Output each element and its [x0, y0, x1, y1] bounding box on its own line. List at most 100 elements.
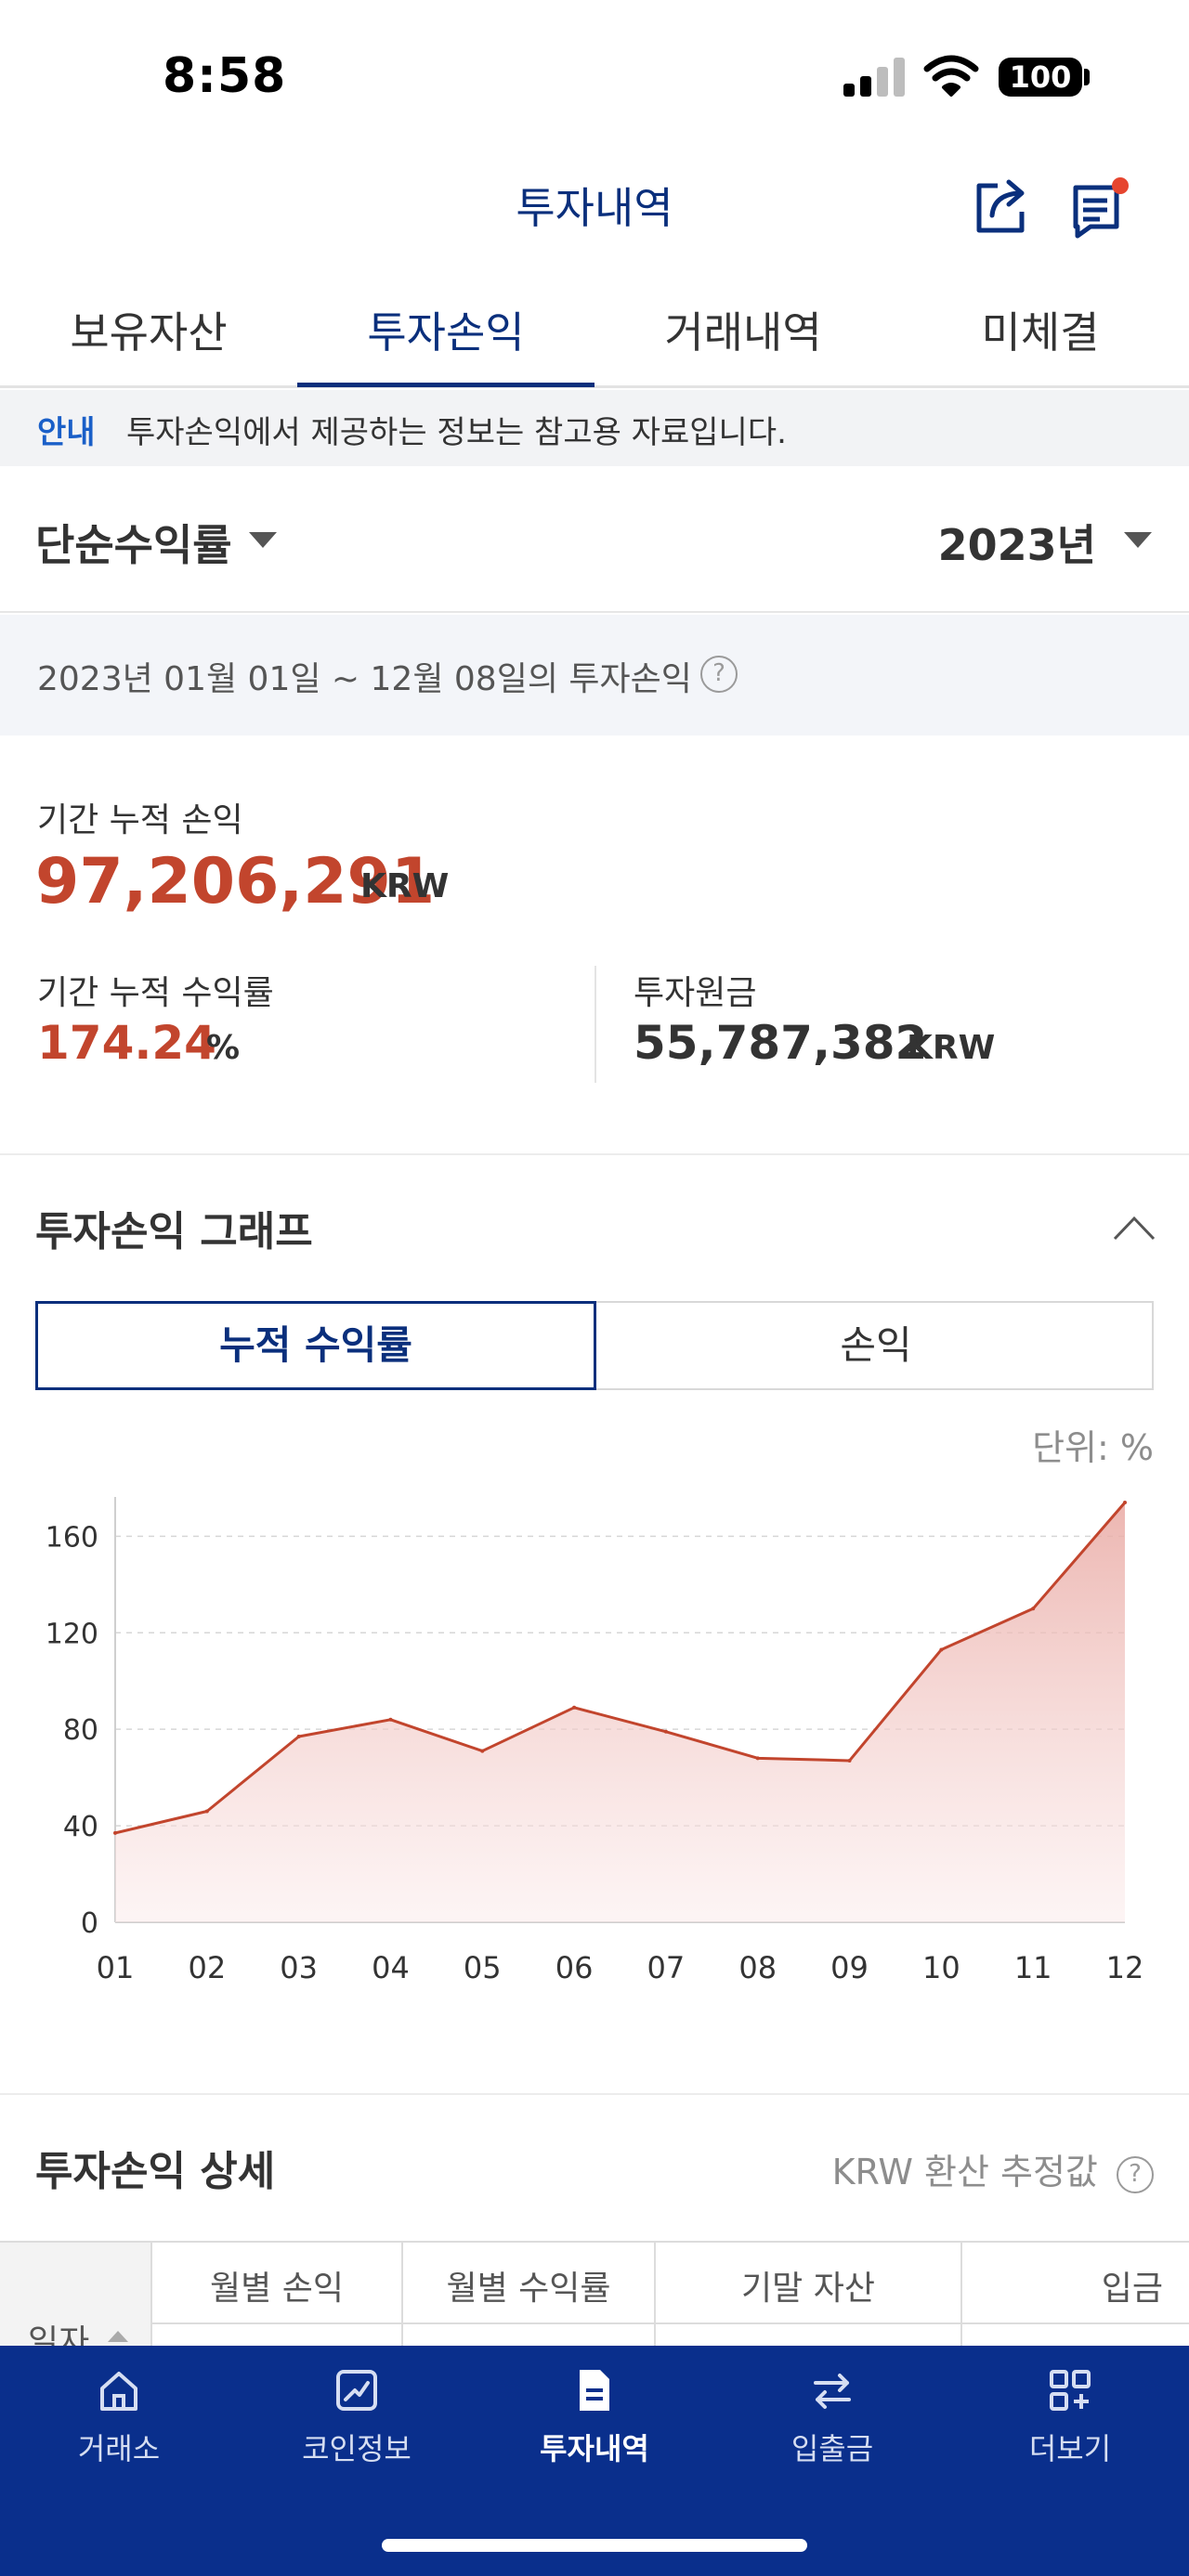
principal-value: 55,787,382 — [634, 1016, 928, 1070]
nav-exchange[interactable]: 거래소 — [0, 2364, 238, 2468]
help-icon[interactable]: ? — [1117, 2155, 1154, 2193]
cumulative-pnl-unit: KRW — [360, 867, 450, 905]
memo-notification-icon[interactable] — [1070, 175, 1131, 240]
data-point — [388, 1717, 393, 1722]
status-bar: 8:58 100 — [0, 0, 1189, 158]
more-grid-icon — [1050, 2370, 1091, 2411]
x-tick-label: 02 — [188, 1950, 226, 1985]
monthly-pnl-header: 월별 손익 — [150, 2243, 401, 2349]
cumulative-return-unit: % — [206, 1029, 241, 1067]
x-tick-label: 11 — [1014, 1950, 1052, 1985]
nav-more[interactable]: 더보기 — [951, 2364, 1189, 2468]
chevron-down-icon[interactable] — [1124, 532, 1152, 548]
date-column-header[interactable]: 일자 — [0, 2243, 150, 2361]
summary-divider — [594, 966, 596, 1083]
x-tick-label: 03 — [280, 1950, 318, 1985]
cumulative-return-chart: 0 40 80 120 160 01 02 03 04 05 06 07 08 09 10 11 12 — [46, 1497, 1144, 1985]
details-note-text: KRW 환산 추정값 — [831, 2152, 1098, 2192]
period-bar: 2023년 01월 01일 ~ 12월 08일의 투자손익 ? — [0, 615, 1189, 735]
year-label: 2023년 — [937, 520, 1096, 570]
active-tab-indicator — [297, 383, 594, 387]
data-point — [204, 1809, 209, 1814]
nav-deposit-withdraw-label: 입출금 — [790, 2431, 874, 2466]
x-tick-label: 06 — [555, 1950, 594, 1985]
home-icon — [100, 2372, 137, 2411]
tab-investment-pnl[interactable]: 투자손익 — [367, 307, 525, 358]
cellular-signal-icon — [843, 58, 905, 97]
table-header-divider — [150, 2322, 1189, 2324]
x-tick-label: 10 — [922, 1950, 960, 1985]
nav-deposit-withdraw[interactable]: 입출금 — [713, 2364, 951, 2468]
notice-tag: 안내 — [37, 414, 96, 451]
pnl-graph-section: 투자손익 그래프 누적 수익률 손익 단위: % 0 40 80 120 160 01 02… — [0, 1157, 1189, 2095]
details-table-header: 일자 월별 손익 월별 수익률 기말 자산 입금 — [0, 2241, 1189, 2361]
battery-icon: 100 — [999, 58, 1082, 97]
period-text: 2023년 01월 01일 ~ 12월 08일의 투자손익 — [37, 660, 692, 698]
series-area — [115, 1503, 1125, 1922]
data-point — [1031, 1607, 1036, 1611]
y-tick-label: 0 — [81, 1907, 98, 1940]
data-point — [755, 1756, 760, 1761]
cumulative-pnl-label: 기간 누적 손익 — [37, 801, 243, 839]
tab-holdings[interactable]: 보유자산 — [70, 307, 228, 358]
help-icon[interactable]: ? — [700, 656, 738, 693]
chevron-down-icon[interactable] — [249, 532, 277, 548]
nav-investment-history[interactable]: 투자내역 — [476, 2364, 713, 2468]
notice-text: 투자손익에서 제공하는 정보는 참고용 자료입니다. — [126, 414, 787, 451]
series-line — [114, 1502, 1127, 1835]
deposit-header: 입금 — [960, 2243, 1189, 2349]
cumulative-return-label: 기간 누적 수익률 — [37, 974, 274, 1012]
x-tick-label: 08 — [738, 1950, 777, 1985]
graph-title: 투자손익 그래프 — [35, 1208, 313, 1255]
pnl-details-section: 투자손익 상세 KRW 환산 추정값 ? 일자 월별 손익 월별 수익률 기말 … — [0, 2097, 1189, 2361]
data-point — [480, 1749, 485, 1753]
y-tick-label: 40 — [63, 1811, 98, 1843]
principal-unit: KRW — [907, 1029, 996, 1067]
notice-banner: 안내 투자손익에서 제공하는 정보는 참고용 자료입니다. — [0, 390, 1189, 466]
chevron-up-icon[interactable] — [1113, 1207, 1156, 1250]
year-dropdown[interactable]: 2023년 — [938, 512, 1096, 573]
tab-transactions[interactable]: 거래내역 — [664, 307, 822, 358]
data-point — [296, 1734, 301, 1738]
x-tick-label: 04 — [372, 1950, 410, 1985]
chart-icon — [336, 2370, 377, 2411]
data-point — [113, 1830, 117, 1835]
bottom-navigation: 거래소 코인정보 투자내역 입출금 더보기 — [0, 2346, 1189, 2576]
tab-unfilled-orders[interactable]: 미체결 — [981, 307, 1100, 358]
cumulative-pnl-value: 97,206,291 — [35, 845, 436, 918]
wifi-icon — [923, 55, 979, 97]
monthly-return-header: 월별 수익률 — [401, 2243, 654, 2349]
return-type-label: 단순수익률 — [35, 520, 232, 570]
data-point — [847, 1758, 852, 1763]
pnl-summary: 기간 누적 손익 97,206,291 KRW 기간 누적 수익률 174.24… — [0, 735, 1189, 1155]
end-assets-header: 기말 자산 — [654, 2243, 960, 2349]
data-point — [572, 1705, 577, 1710]
document-icon — [580, 2370, 609, 2411]
data-point — [939, 1647, 944, 1652]
y-tick-label: 120 — [46, 1618, 98, 1650]
tab-bar: 보유자산 투자손익 거래내역 미체결 — [0, 279, 1189, 388]
page-title: 투자내역 — [516, 183, 673, 233]
battery-cap — [1084, 69, 1090, 85]
nav-more-label: 더보기 — [1028, 2431, 1112, 2466]
share-icon[interactable] — [970, 175, 1033, 238]
y-tick-label: 160 — [46, 1521, 98, 1554]
x-tick-label: 01 — [97, 1950, 135, 1985]
cumulative-return-value: 174.24 — [37, 1016, 216, 1070]
data-point — [1123, 1501, 1127, 1504]
toggle-cumulative-return[interactable]: 누적 수익률 — [35, 1301, 596, 1390]
filter-row: 단순수익률 2023년 — [0, 469, 1189, 613]
nav-coin-info-label: 코인정보 — [302, 2431, 412, 2466]
transfer-icon — [814, 2374, 851, 2409]
y-tick-label: 80 — [63, 1714, 98, 1747]
x-tick-label: 05 — [464, 1950, 502, 1985]
details-title: 투자손익 상세 — [35, 2148, 276, 2195]
return-type-dropdown[interactable]: 단순수익률 — [35, 512, 232, 573]
nav-coin-info[interactable]: 코인정보 — [238, 2364, 476, 2468]
app-header: 투자내역 — [0, 158, 1189, 260]
x-tick-label: 12 — [1106, 1950, 1144, 1985]
status-time: 8:58 — [163, 48, 287, 104]
nav-investment-history-label: 투자내역 — [540, 2431, 649, 2466]
toggle-pnl[interactable]: 손익 — [840, 1322, 912, 1368]
data-point — [663, 1729, 668, 1734]
